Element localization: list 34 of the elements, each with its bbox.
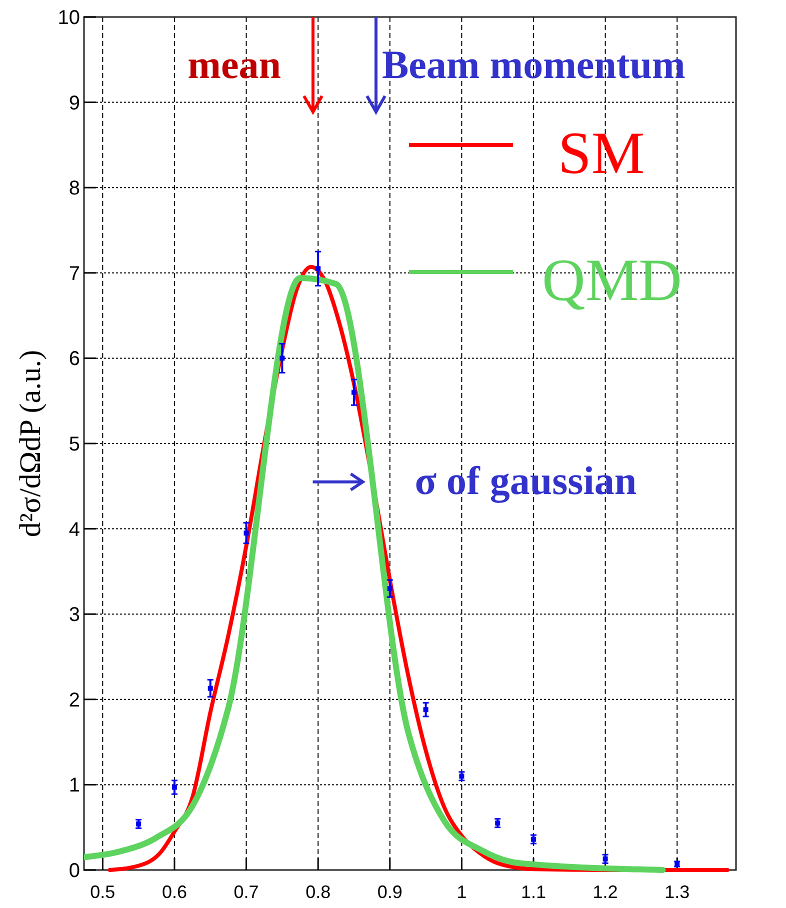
y-tick-label: 8 <box>68 178 80 200</box>
x-tick-label: 1.2 <box>592 882 618 902</box>
point <box>280 356 285 361</box>
y-tick-label: 1 <box>68 774 80 797</box>
x-tick-label: 1.3 <box>664 882 690 902</box>
y-tick-label: 9 <box>68 92 80 114</box>
y-tick-label: 10 <box>58 7 80 29</box>
x-tick-label: 1.1 <box>520 882 546 902</box>
legend-label: SM <box>558 120 645 186</box>
annotation: mean <box>188 42 281 87</box>
x-tick-label: 0.8 <box>306 882 331 902</box>
point <box>423 707 428 712</box>
y-tick-label: 6 <box>68 348 80 370</box>
y-tick-label: 0 <box>68 860 80 882</box>
point <box>244 530 249 536</box>
point <box>172 784 177 790</box>
annotation: σ of gaussian <box>414 458 637 503</box>
point <box>316 266 321 272</box>
x-tick-label: 0.7 <box>234 882 259 902</box>
legend-label: QMD <box>542 247 682 313</box>
y-tick-label: 4 <box>68 518 80 541</box>
point <box>351 390 356 395</box>
x-tick-label: 1 <box>456 882 467 902</box>
y-axis-title: d²σ/dΩdP (a.u.) <box>14 350 47 538</box>
x-tick-label: 0.9 <box>377 882 402 902</box>
x-tick-label: 0.5 <box>90 882 116 902</box>
point <box>208 686 213 691</box>
point <box>387 586 392 592</box>
y-tick-label: 7 <box>68 262 80 285</box>
y-tick-label: 5 <box>68 434 80 456</box>
y-tick-label: 3 <box>68 604 80 626</box>
y-tick-label: 2 <box>68 689 80 712</box>
x-tick-label: 0.6 <box>162 882 187 902</box>
annotation: Beam momentum <box>382 42 686 87</box>
